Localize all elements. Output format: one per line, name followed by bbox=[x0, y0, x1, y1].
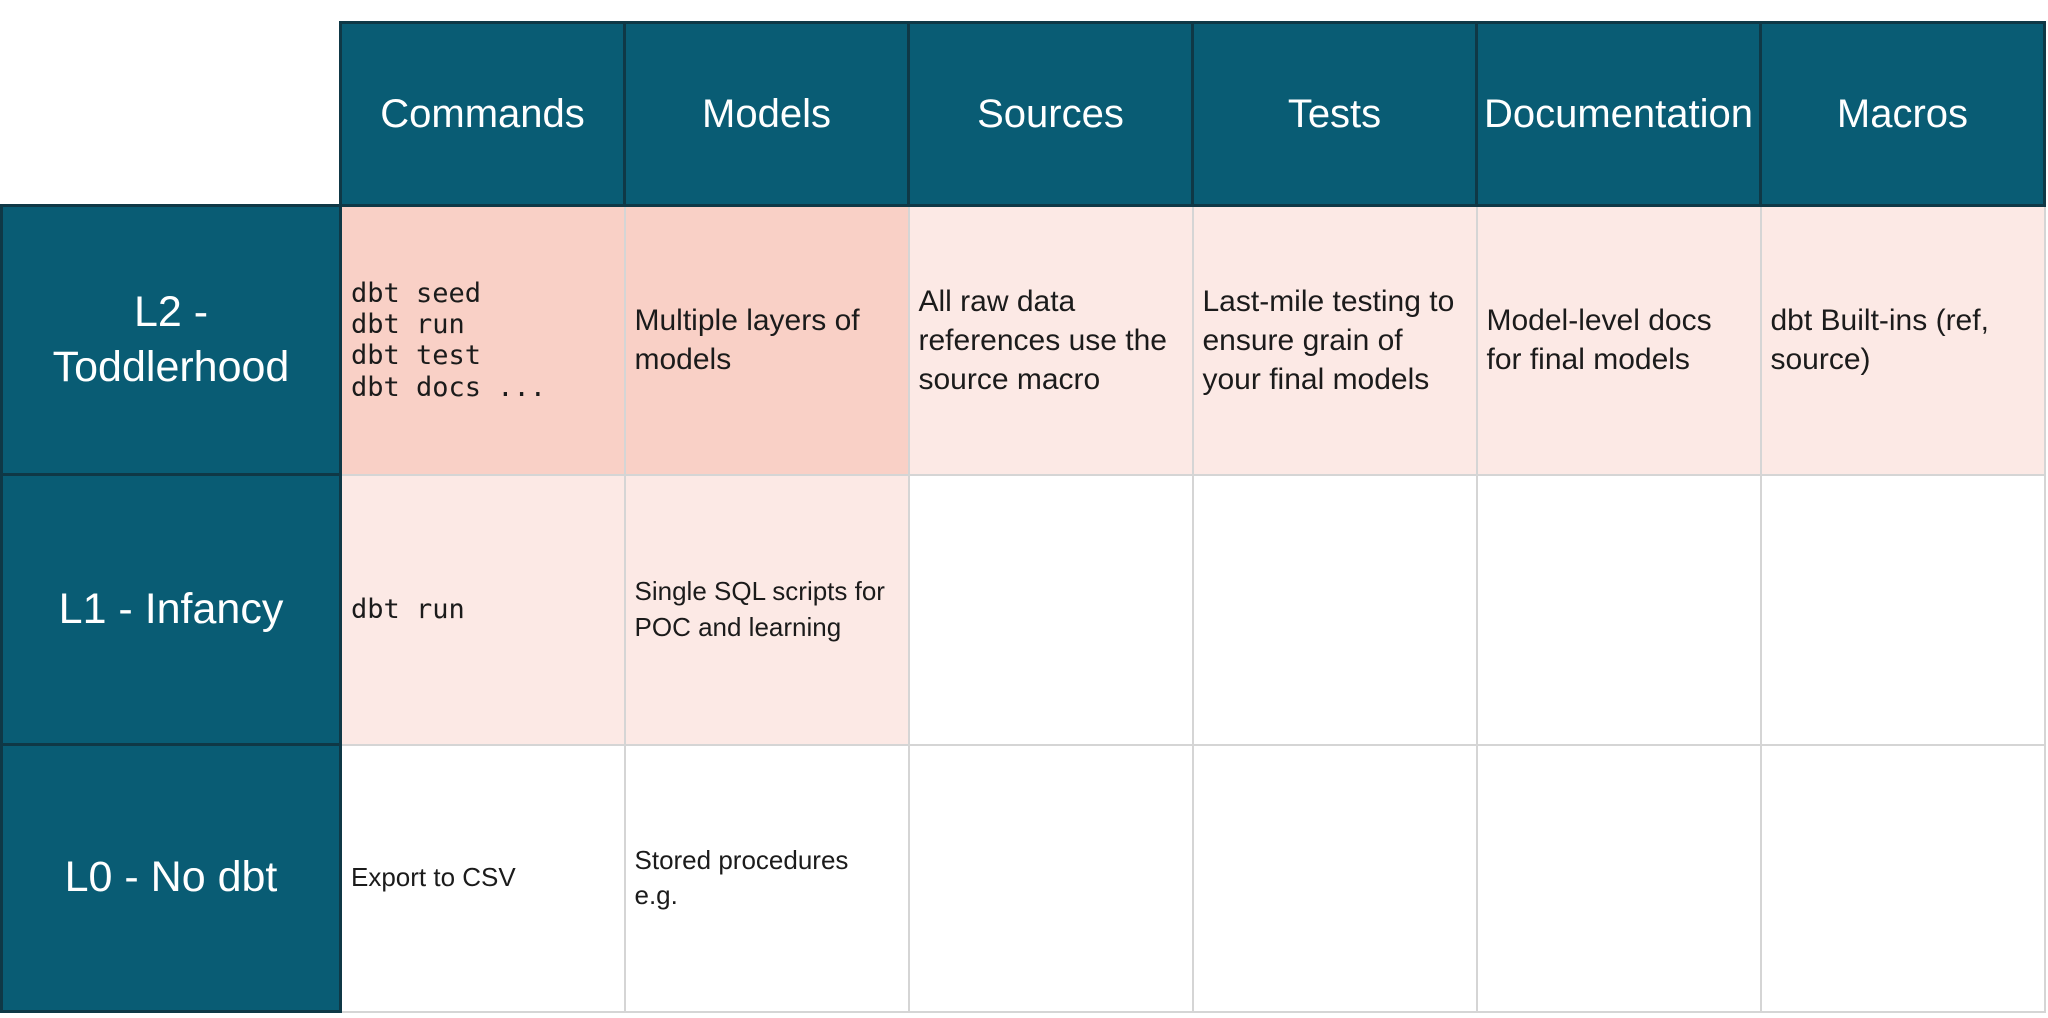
table-cell: Single SQL scripts for POC and learning bbox=[623, 473, 910, 746]
table-cell bbox=[907, 473, 1194, 746]
row-header: L2 - Toddlerhood bbox=[0, 204, 342, 476]
corner-spacer bbox=[1, 22, 341, 206]
table-cell: dbt Built-ins (ref, source) bbox=[1759, 204, 2046, 476]
table-cell bbox=[1475, 743, 1762, 1013]
column-header-sources: Sources bbox=[907, 21, 1194, 207]
column-header-macros: Macros bbox=[1759, 21, 2046, 207]
dbt-maturity-table: Commands Models Sources Tests Documentation M… bbox=[0, 21, 2046, 1013]
table-cell bbox=[1759, 473, 2046, 746]
table-cell bbox=[1475, 473, 1762, 746]
column-header-commands: Commands bbox=[339, 21, 626, 207]
table-cell bbox=[1191, 743, 1478, 1013]
table-cell: Last-mile testing to ensure grain of you… bbox=[1191, 204, 1478, 476]
table-row: L0 - No dbt Export to CSV Stored procedure… bbox=[0, 743, 2046, 1013]
column-header-models: Models bbox=[623, 21, 910, 207]
column-header-documentation: Documentation bbox=[1475, 21, 1762, 207]
table-cell bbox=[907, 743, 1194, 1013]
table-cell: Model-level docs for final models bbox=[1475, 204, 1762, 476]
table-cell: All raw data references use the source m… bbox=[907, 204, 1194, 476]
table-cell bbox=[1191, 473, 1478, 746]
table-cell: Stored procedures e.g. bbox=[623, 743, 910, 1013]
table-cell bbox=[1759, 743, 2046, 1013]
table-body: L2 - Toddlerhood dbt seed dbt run dbt tes… bbox=[0, 204, 2046, 1013]
row-header: L1 - Infancy bbox=[0, 473, 342, 746]
table-cell: dbt run bbox=[339, 473, 626, 746]
table-row: L1 - Infancy dbt run Single SQL scripts fo… bbox=[0, 473, 2046, 746]
table-cell: Export to CSV bbox=[339, 743, 626, 1013]
row-header: L0 - No dbt bbox=[0, 743, 342, 1013]
table-cell: dbt seed dbt run dbt test dbt docs ... bbox=[339, 204, 626, 476]
column-header-tests: Tests bbox=[1191, 21, 1478, 207]
table-cell: Multiple layers of models bbox=[623, 204, 910, 476]
table-row: L2 - Toddlerhood dbt seed dbt run dbt tes… bbox=[0, 204, 2046, 476]
header-row: Commands Models Sources Tests Documentation M… bbox=[1, 21, 2046, 207]
